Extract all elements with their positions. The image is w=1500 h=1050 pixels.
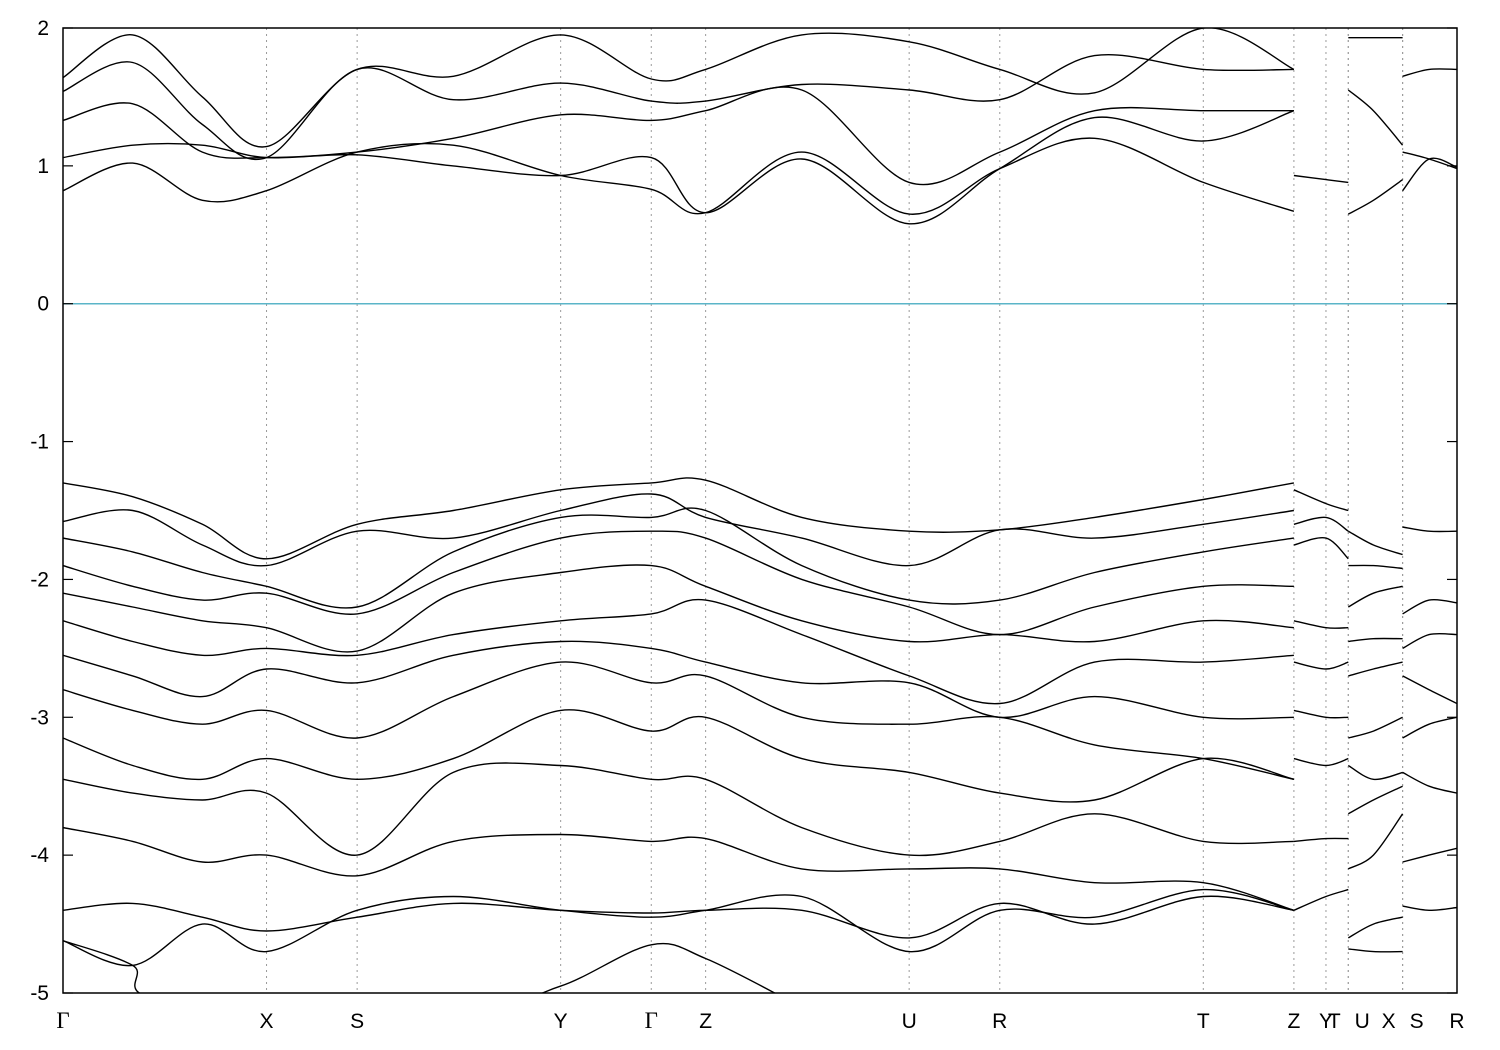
band-line-33	[1348, 564, 1403, 570]
ytick-label: -2	[30, 568, 49, 591]
kpoint-label-14: S	[1410, 1010, 1424, 1033]
band-line-14	[63, 762, 1294, 857]
band-line-17	[63, 888, 1295, 967]
band-line-0	[63, 137, 1295, 215]
kpoint-label-1: X	[260, 1010, 274, 1033]
band-line-9	[63, 564, 1294, 653]
band-line-10	[63, 598, 1294, 705]
band-line-13	[63, 709, 1295, 803]
band-line-35	[1348, 637, 1403, 643]
band-line-29	[1347, 179, 1404, 215]
band-line-6	[63, 493, 1295, 567]
band-line-8	[63, 530, 1294, 636]
band-line-19	[1293, 174, 1349, 184]
kpoint-label-12: U	[1355, 1010, 1370, 1033]
band-line-21	[1293, 516, 1349, 532]
band-line-36	[1348, 661, 1403, 677]
band-line-52	[1402, 847, 1457, 863]
kpoint-label-8: T	[1197, 1010, 1210, 1033]
kpoint-label-9: Z	[1287, 1010, 1300, 1033]
ytick-label: 1	[37, 155, 49, 178]
kpoint-label-4: Γ	[645, 1008, 658, 1033]
ytick-label: -1	[30, 431, 49, 454]
band-line-50	[1402, 716, 1457, 739]
band-line-37	[1348, 716, 1403, 739]
kpoint-label-15: R	[1449, 1010, 1464, 1033]
band-lines	[63, 28, 1457, 993]
band-line-53	[1402, 905, 1457, 912]
x-axis-kpoint-labels: Γ X S Y Γ Z U R T Z YT U X S R	[56, 1008, 1464, 1033]
kpoint-label-10: Y	[1319, 1010, 1333, 1033]
band-line-7	[63, 507, 1295, 609]
band-line-4	[63, 28, 1295, 148]
band-line-34	[1347, 585, 1403, 608]
band-line-16	[63, 895, 1295, 939]
band-line-3	[63, 54, 1294, 161]
ytick-label: 2	[37, 17, 49, 40]
band-line-24	[1293, 661, 1349, 670]
band-line-26	[1293, 757, 1349, 767]
band-line-12	[63, 661, 1295, 780]
band-line-40	[1347, 813, 1404, 870]
ytick-label: 0	[37, 293, 49, 316]
y-axis-ticks: -5 -4 -3 -2 -1 0 1 2	[30, 17, 1457, 1005]
band-line-43	[1402, 157, 1457, 192]
band-line-25	[1293, 709, 1349, 719]
kpoint-label-3: Y	[554, 1010, 568, 1033]
band-line-11	[63, 640, 1294, 720]
band-line-42	[1348, 948, 1403, 953]
band-line-2	[63, 86, 1294, 186]
band-line-18	[63, 939, 777, 993]
kpoint-label-0: Γ	[56, 1008, 69, 1033]
kpoint-label-11: T	[1328, 1010, 1341, 1033]
kpoint-label-7: R	[992, 1010, 1007, 1033]
band-line-38	[1347, 764, 1403, 781]
band-line-22	[1293, 536, 1349, 560]
band-line-20	[1293, 489, 1349, 512]
ytick-label: -4	[30, 844, 49, 867]
band-line-45	[1402, 68, 1457, 77]
band-line-48	[1402, 632, 1457, 650]
band-line-47	[1402, 598, 1457, 615]
band-line-39	[1347, 785, 1403, 815]
band-line-41	[1347, 916, 1403, 939]
kpoint-label-13: X	[1382, 1010, 1396, 1033]
band-line-1	[63, 110, 1295, 225]
ytick-label: -3	[30, 706, 49, 729]
band-line-49	[1402, 675, 1457, 705]
band-line-32	[1347, 530, 1403, 556]
band-line-15	[63, 826, 1295, 911]
band-line-30	[1347, 89, 1404, 146]
plot-frame	[62, 27, 1458, 994]
band-line-46	[1402, 526, 1457, 533]
kpoint-gridlines	[266, 28, 1404, 993]
band-line-51	[1402, 771, 1457, 794]
ytick-label: -5	[30, 982, 49, 1005]
kpoint-label-6: U	[902, 1010, 917, 1033]
band-line-27	[1293, 837, 1349, 843]
band-line-23	[1293, 620, 1349, 629]
kpoint-label-2: S	[350, 1010, 364, 1033]
band-line-5	[63, 477, 1295, 560]
kpoint-label-5: Z	[699, 1010, 712, 1033]
band-line-28	[1293, 888, 1349, 911]
